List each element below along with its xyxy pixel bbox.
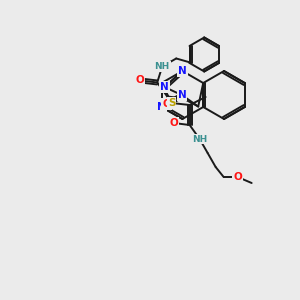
Text: NH: NH xyxy=(192,134,207,143)
Text: N: N xyxy=(178,90,187,100)
Text: O: O xyxy=(233,172,242,182)
Text: N: N xyxy=(157,102,166,112)
Text: S: S xyxy=(168,98,176,108)
Text: O: O xyxy=(136,76,145,85)
Text: NH: NH xyxy=(154,62,170,71)
Text: N: N xyxy=(178,66,187,76)
Text: O: O xyxy=(169,118,178,128)
Text: N: N xyxy=(160,82,169,92)
Text: O: O xyxy=(162,99,171,109)
